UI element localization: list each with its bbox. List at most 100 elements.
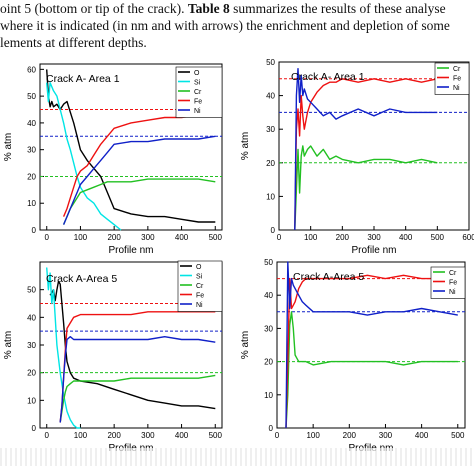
legend-box bbox=[175, 66, 223, 118]
legend-label-o: O bbox=[196, 264, 202, 271]
y-tick-label: 40 bbox=[264, 291, 273, 300]
legend-label-cr: Cr bbox=[196, 283, 204, 290]
y-tick-label: 0 bbox=[271, 226, 276, 235]
legend-label-ni: Ni bbox=[194, 108, 201, 115]
series-line-fe bbox=[294, 78, 438, 231]
x-tick-label: 300 bbox=[141, 431, 155, 440]
y-tick-label: 10 bbox=[264, 391, 273, 400]
y-tick-label: 10 bbox=[27, 199, 36, 208]
x-tick-label: 500 bbox=[209, 431, 223, 440]
plot-frame bbox=[39, 63, 223, 231]
legend-box bbox=[177, 260, 223, 312]
legend-label-si: Si bbox=[194, 80, 201, 87]
x-tick-label: 500 bbox=[431, 233, 445, 242]
legend-label-si: Si bbox=[196, 274, 203, 281]
x-tick-label: 0 bbox=[45, 233, 50, 242]
chart-crack-a-area-5-all: 010203040500100200300400500Profile nm% a… bbox=[0, 256, 237, 454]
x-tick-label: 200 bbox=[107, 431, 121, 440]
series-line-ni bbox=[285, 261, 458, 429]
y-tick-label: 0 bbox=[32, 424, 37, 433]
x-tick-label: 100 bbox=[74, 431, 88, 440]
series-line-cr bbox=[59, 374, 216, 423]
caption-line-1: oint 5 (bottom or tip of the crack). Tab… bbox=[0, 0, 474, 17]
x-tick-label: 200 bbox=[336, 233, 350, 242]
legend-label-ni: Ni bbox=[449, 289, 456, 296]
series-line-si bbox=[46, 82, 122, 231]
chart-title: Crack A-Area 5 bbox=[293, 271, 364, 283]
chart-svg: 010203040500100200300400500Profile nm% a… bbox=[240, 258, 466, 454]
series-line-cr bbox=[294, 145, 438, 231]
y-axis-label: % atm bbox=[240, 331, 251, 359]
y-tick-label: 40 bbox=[27, 313, 36, 322]
chart-crack-a-area-5-metals: 010203040500100200300400500Profile nm% a… bbox=[237, 256, 474, 454]
series-line-ni bbox=[294, 67, 438, 231]
series-line-si bbox=[46, 267, 81, 429]
y-tick-label: 0 bbox=[269, 424, 274, 433]
x-tick-label: 300 bbox=[141, 233, 155, 242]
y-axis-label: % atm bbox=[3, 133, 14, 161]
legend-label-ni: Ni bbox=[196, 302, 203, 309]
x-tick-label: 300 bbox=[367, 233, 381, 242]
legend-label-fe: Fe bbox=[194, 99, 202, 106]
bottom-watermark-strip bbox=[0, 448, 474, 466]
legend-label-o: O bbox=[194, 70, 200, 77]
series-line-ni bbox=[62, 135, 216, 225]
x-tick-label: 500 bbox=[451, 431, 465, 440]
chart-crack-a-area-1-all: 0 10 20 30 40 50 60 0 100 200 300 400 500 Profile nm%… bbox=[0, 58, 237, 256]
caption-line-1-start: oint 5 (bottom or tip of the crack). bbox=[0, 1, 188, 16]
x-tick-label: 200 bbox=[107, 233, 121, 242]
y-tick-label: 10 bbox=[266, 192, 275, 201]
x-axis-label: Profile nm bbox=[108, 245, 153, 254]
y-tick-label: 30 bbox=[27, 146, 36, 155]
chart-svg: 010203040500100200300400500Profile nm% a… bbox=[3, 260, 223, 454]
y-tick-label: 20 bbox=[266, 159, 275, 168]
series-line-fe bbox=[62, 114, 216, 217]
y-tick-label: 0 bbox=[32, 226, 37, 235]
x-tick-label: 400 bbox=[175, 431, 189, 440]
plot-frame bbox=[276, 261, 466, 429]
chart-title: Crack A- Area 1 bbox=[291, 71, 365, 83]
y-tick-label: 50 bbox=[266, 58, 275, 67]
table-reference: Table 8 bbox=[187, 1, 230, 16]
x-axis-label: Profile nm bbox=[351, 245, 396, 254]
y-tick-label: 50 bbox=[264, 258, 273, 267]
caption-line-1-end: summarizes the results of these analyse bbox=[229, 1, 446, 16]
legend-label-fe: Fe bbox=[196, 293, 204, 300]
y-tick-label: 30 bbox=[264, 324, 273, 333]
x-tick-label: 0 bbox=[277, 233, 282, 242]
x-tick-label: 400 bbox=[415, 431, 429, 440]
series-line-cr bbox=[62, 178, 216, 225]
y-tick-label: 20 bbox=[27, 172, 36, 181]
x-tick-label: 600 bbox=[462, 233, 474, 242]
chart-title: Crack A- Area 1 bbox=[46, 73, 120, 85]
y-axis-label: % atm bbox=[240, 132, 251, 160]
legend-label-cr: Cr bbox=[194, 89, 202, 96]
chart-title: Crack A-Area 5 bbox=[46, 273, 117, 285]
caption-paragraph: oint 5 (bottom or tip of the crack). Tab… bbox=[0, 0, 474, 51]
legend-label-fe: Fe bbox=[449, 280, 457, 287]
y-axis-label: % atm bbox=[3, 331, 14, 359]
legend-label-ni: Ni bbox=[453, 85, 460, 92]
y-tick-label: 60 bbox=[27, 65, 36, 74]
series-line-ni bbox=[59, 335, 216, 423]
y-tick-label: 30 bbox=[266, 125, 275, 134]
x-tick-label: 0 bbox=[275, 431, 280, 440]
x-tick-label: 400 bbox=[175, 233, 189, 242]
caption-line-2: where it is indicated (in nm and with ar… bbox=[0, 18, 450, 33]
y-tick-label: 40 bbox=[266, 92, 275, 101]
chart-crack-a-area-1-metals: 0 10 20 30 40 50 0 100 200 300 400 500 600 Profile nm… bbox=[237, 58, 474, 256]
legend-label-cr: Cr bbox=[453, 66, 461, 73]
series-line-cr bbox=[285, 311, 458, 429]
chart-svg: 0 10 20 30 40 50 60 0 100 200 300 400 500 Profile nm%… bbox=[3, 63, 223, 256]
y-tick-label: 50 bbox=[27, 92, 36, 101]
legend-label-fe: Fe bbox=[453, 76, 461, 83]
legend-label-cr: Cr bbox=[449, 270, 457, 277]
y-tick-label: 40 bbox=[27, 119, 36, 128]
x-tick-label: 100 bbox=[304, 233, 318, 242]
series-line-fe bbox=[285, 274, 458, 429]
series-line-o bbox=[46, 69, 216, 223]
y-tick-label: 10 bbox=[27, 396, 36, 405]
x-tick-label: 200 bbox=[343, 431, 357, 440]
x-tick-label: 300 bbox=[379, 431, 393, 440]
caption-line-3: lements at different depths. bbox=[0, 35, 147, 50]
